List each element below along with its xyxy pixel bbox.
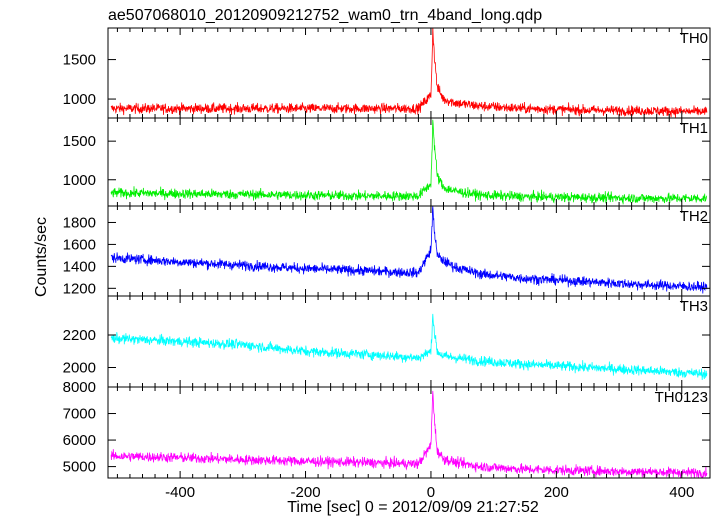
panel-label: TH3 xyxy=(680,298,708,315)
y-tick-label: 1000 xyxy=(63,91,96,108)
y-tick-label: 8000 xyxy=(63,379,96,396)
y-tick-label: 1200 xyxy=(63,280,96,297)
y-tick-label: 1600 xyxy=(63,236,96,253)
panel-label: TH2 xyxy=(680,208,708,225)
panel-label: TH1 xyxy=(680,120,708,137)
panel-th1: 1000 1500 TH1 xyxy=(63,117,711,207)
chart-title: ae507068010_20120909212752_wam0_trn_4ban… xyxy=(108,7,542,24)
panel-label: TH0123 xyxy=(655,389,708,406)
y-tick-label: 2200 xyxy=(63,327,96,344)
x-tick-label: 0 xyxy=(427,484,435,501)
panel-frame xyxy=(107,27,711,119)
y-tick-label: 1800 xyxy=(63,214,96,231)
x-tick-label: -200 xyxy=(291,484,321,501)
y-tick-label: 1500 xyxy=(63,133,96,150)
panels-group: 1000 1500 TH0 1000 1500 TH1 1200 1400 1600 1800 TH… xyxy=(63,27,711,501)
x-tick-label: 400 xyxy=(669,484,694,501)
panel-th0123: 5000 6000 7000 8000 TH0123 xyxy=(63,379,711,479)
x-tick-label: -400 xyxy=(165,484,195,501)
x-axis-label: Time [sec] 0 = 2012/09/09 21:27:52 xyxy=(287,499,539,516)
y-tick-label: 1000 xyxy=(63,172,96,189)
y-tick-label: 7000 xyxy=(63,406,96,423)
y-tick-label: 2000 xyxy=(63,360,96,377)
series-line-th3 xyxy=(110,313,708,381)
y-axis-label: Counts/sec xyxy=(33,217,50,297)
x-tick-label: 200 xyxy=(544,484,569,501)
y-tick-label: 1400 xyxy=(63,258,96,275)
panel-th3: 2000 2200 TH3 xyxy=(63,295,711,388)
series-line-th1 xyxy=(110,119,708,205)
series-line-th0123 xyxy=(110,390,708,478)
series-line-th0 xyxy=(110,28,708,118)
y-tick-label: 1500 xyxy=(63,52,96,69)
panel-frame xyxy=(107,386,711,479)
series-line-th2 xyxy=(110,206,708,294)
y-tick-label: 5000 xyxy=(63,459,96,476)
y-tick-label: 6000 xyxy=(63,432,96,449)
panel-th0: 1000 1500 TH0 xyxy=(63,27,711,119)
panel-th2: 1200 1400 1600 1800 TH2 xyxy=(63,205,711,297)
panel-label: TH0 xyxy=(680,30,708,47)
